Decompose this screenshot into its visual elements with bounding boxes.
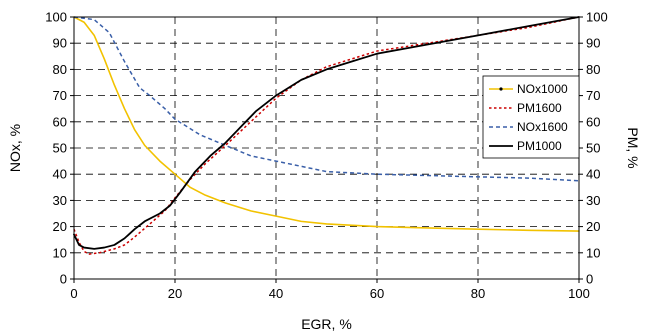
grid (74, 17, 579, 279)
y-tick-left-1: 10 (53, 245, 67, 260)
y-tick-right-6: 60 (586, 114, 600, 129)
y-tick-left-7: 70 (53, 88, 67, 103)
y-tick-left-2: 20 (53, 219, 67, 234)
legend-label-nox1000: NOx1000 (517, 82, 568, 96)
y-tick-left-4: 40 (53, 167, 67, 182)
y-tick-left-5: 50 (53, 141, 67, 156)
y-tick-right-8: 80 (586, 62, 600, 77)
series-line-pm1000 (73, 16, 580, 250)
x-tick-4: 80 (471, 286, 485, 301)
x-axis-title: EGR, % (301, 316, 352, 332)
series-line-nox1600 (73, 16, 580, 182)
y-tick-right-0: 0 (586, 272, 593, 287)
legend-label-pm1600: PM1600 (517, 101, 562, 115)
y-tick-right-7: 70 (586, 88, 600, 103)
y-tick-right-1: 10 (586, 245, 600, 260)
y-tick-right-2: 20 (586, 219, 600, 234)
x-tick-0: 0 (70, 286, 77, 301)
y-tick-left-10: 100 (45, 10, 67, 25)
legend-label-nox1600: NOx1600 (517, 120, 568, 134)
y-tick-right-10: 100 (586, 10, 608, 25)
y-axis-left-title: NOx, % (7, 124, 23, 172)
y-tick-right-4: 40 (586, 167, 600, 182)
y-tick-right-3: 30 (586, 193, 600, 208)
y-tick-right-5: 50 (586, 141, 600, 156)
y-tick-left-6: 60 (53, 114, 67, 129)
y-tick-left-0: 0 (60, 272, 67, 287)
y-axis-right-title: PM, % (625, 127, 641, 168)
y-tick-left-9: 90 (53, 36, 67, 51)
y-tick-left-8: 80 (53, 62, 67, 77)
x-tick-1: 20 (168, 286, 182, 301)
y-tick-right-9: 90 (586, 36, 600, 51)
x-tick-3: 60 (370, 286, 384, 301)
x-tick-2: 40 (269, 286, 283, 301)
legend-label-pm1000: PM1000 (517, 139, 562, 153)
legend-marker-nox1000 (499, 87, 503, 91)
y-tick-left-3: 30 (53, 193, 67, 208)
series-line-pm1600 (73, 16, 580, 255)
series-line-nox1000 (73, 16, 580, 232)
series-layer (73, 16, 580, 255)
legend: NOx1000 PM1600 NOx1600 PM1000 (482, 75, 580, 159)
x-tick-5: 100 (568, 286, 590, 301)
